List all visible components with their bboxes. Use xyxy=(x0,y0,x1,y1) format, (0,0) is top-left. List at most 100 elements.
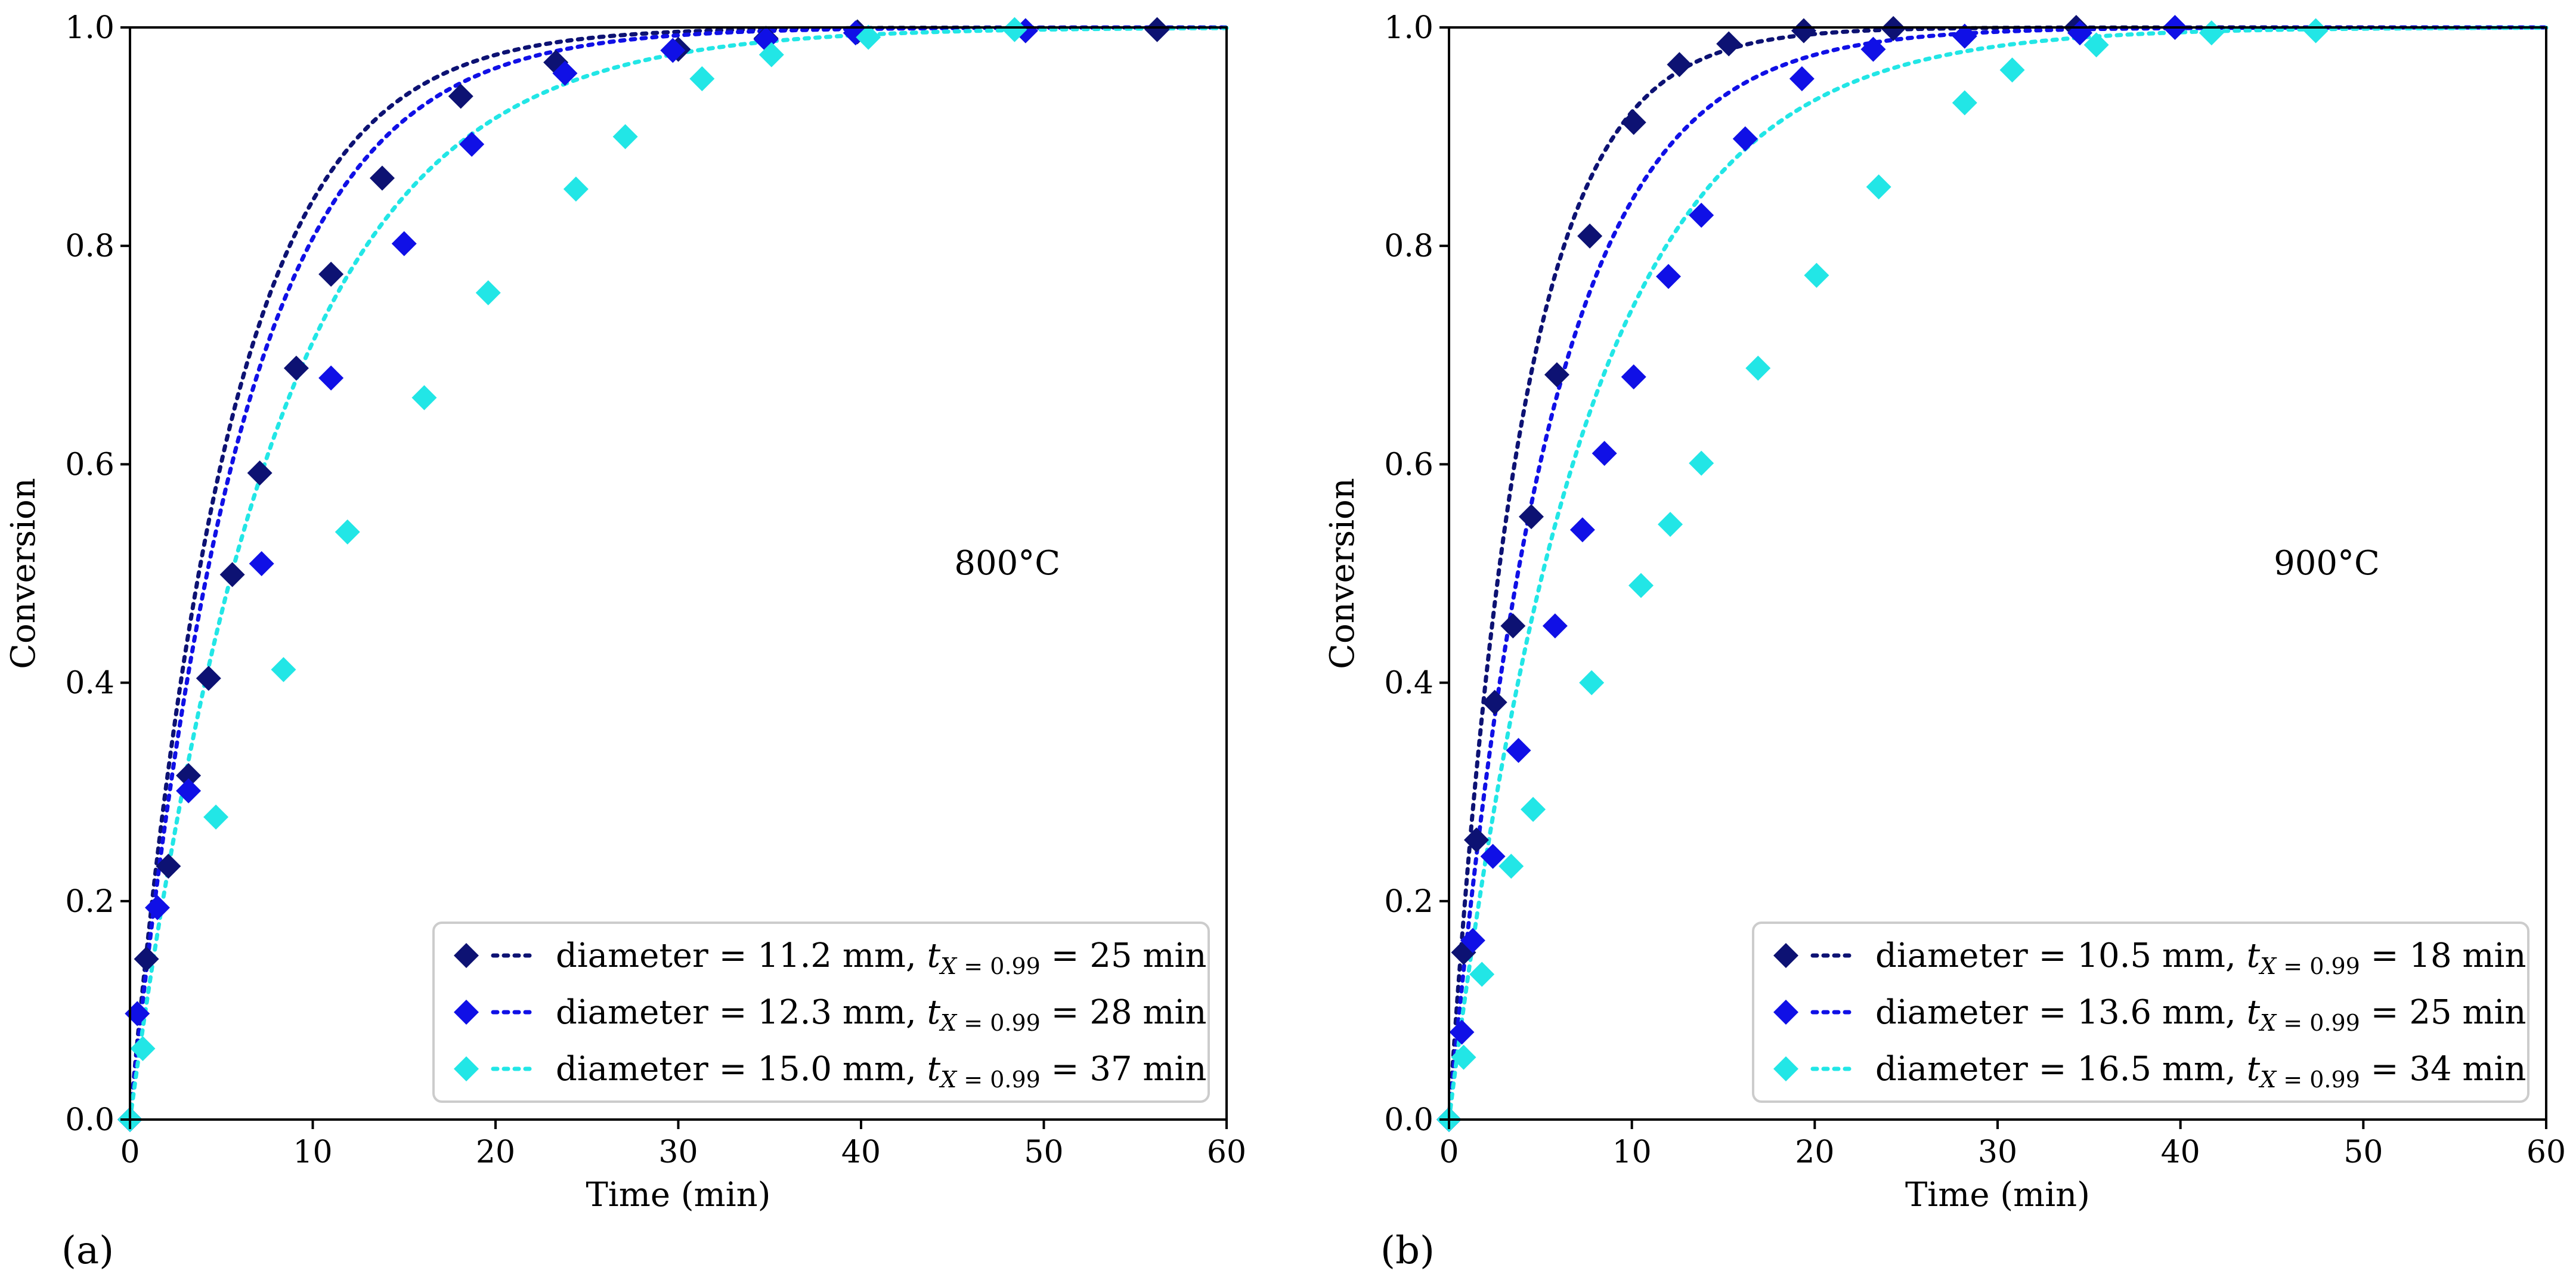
data-point-s3-7 xyxy=(475,280,501,305)
data-point-s3-14 xyxy=(1999,57,2025,83)
y-tick-label: 0.6 xyxy=(65,447,114,483)
y-tick-label: 0.8 xyxy=(65,228,114,264)
legend-item-3: diameter = 15.0 mm, tX = 0.99 = 37 min xyxy=(454,1050,1206,1093)
legend-label-prefix: diameter = 10.5 mm, xyxy=(1875,936,2247,975)
legend-label-t: t xyxy=(2247,936,2261,975)
legend-label-t: t xyxy=(2247,1050,2261,1089)
legend-label-suffix: = 18 min xyxy=(2360,936,2527,975)
legend-label-subscript: X = 0.99 xyxy=(939,953,1041,979)
legend-label-suffix: = 25 min xyxy=(2360,993,2527,1032)
x-tick-label: 40 xyxy=(2161,1134,2200,1170)
data-point-s2-14 xyxy=(1860,36,1886,62)
legend-marker xyxy=(454,943,479,968)
data-point-s3-9 xyxy=(612,124,638,150)
legend-box xyxy=(1752,922,2529,1103)
data-point-s2-2 xyxy=(125,1001,150,1027)
y-axis-label: Conversion xyxy=(4,478,43,669)
legend-label: diameter = 13.6 mm, tX = 0.99 = 25 min xyxy=(1875,993,2526,1036)
data-point-s1-4 xyxy=(176,763,202,789)
data-point-s3-9 xyxy=(1689,450,1714,476)
legend-label-subscript: X = 0.99 xyxy=(2258,953,2360,979)
data-point-s3-13 xyxy=(1002,17,1027,42)
data-point-s1-10 xyxy=(369,165,395,191)
data-point-s3-16 xyxy=(2199,20,2224,46)
data-point-s1-9 xyxy=(318,261,344,287)
data-point-s1-7 xyxy=(1544,362,1569,388)
legend-label-suffix: = 28 min xyxy=(1041,993,1207,1032)
data-point-s2-3 xyxy=(144,895,170,920)
legend-label-t: t xyxy=(927,993,941,1032)
data-point-s2-5 xyxy=(249,551,274,577)
legend-label-prefix: diameter = 12.3 mm, xyxy=(556,993,927,1032)
data-point-s2-13 xyxy=(1789,66,1815,92)
data-point-s1-6 xyxy=(1519,504,1544,530)
data-point-s1-17 xyxy=(1144,17,1170,42)
legend-item-1: diameter = 10.5 mm, tX = 0.99 = 18 min xyxy=(1773,936,2526,979)
y-tick-label: 0.6 xyxy=(1384,447,1433,483)
legend-label-prefix: diameter = 16.5 mm, xyxy=(1875,1050,2247,1089)
legend-marker xyxy=(454,1000,479,1025)
legend-label-t: t xyxy=(927,1050,941,1089)
x-tick-label: 60 xyxy=(1207,1134,1246,1170)
data-point-s1-11 xyxy=(1716,31,1742,57)
data-point-s1-6 xyxy=(219,562,245,588)
data-point-s1-9 xyxy=(1621,110,1646,135)
legend-label-t: t xyxy=(927,936,941,975)
data-point-s1-2 xyxy=(134,946,159,972)
panel-a-chart: 0 10 20 30 40 50 60 0.0 0.2 0.4 0.6 0.8 1.0 Time (min… xyxy=(4,10,1246,1273)
data-point-s3-12 xyxy=(856,24,881,50)
data-point-s2-2 xyxy=(1449,1019,1475,1045)
data-point-s3-6 xyxy=(1579,670,1605,695)
legend-marker xyxy=(1773,1000,1798,1025)
legend-label: diameter = 10.5 mm, tX = 0.99 = 18 min xyxy=(1875,936,2526,979)
data-point-s1-11 xyxy=(448,84,473,109)
data-point-s3-2 xyxy=(130,1035,156,1061)
legend-label-suffix: = 34 min xyxy=(2360,1050,2527,1089)
legend-item-2: diameter = 12.3 mm, tX = 0.99 = 28 min xyxy=(454,993,1206,1036)
data-point-s2-15 xyxy=(1952,23,1977,49)
data-point-s2-4 xyxy=(176,778,202,803)
y-tick-label: 0.4 xyxy=(65,666,114,701)
data-point-s1-4 xyxy=(1482,690,1507,715)
legend: diameter = 11.2 mm, tX = 0.99 = 25 min di… xyxy=(432,922,1210,1103)
data-point-s2-6 xyxy=(1542,613,1568,639)
data-point-s3-5 xyxy=(1521,796,1546,822)
data-point-s3-10 xyxy=(689,66,715,92)
data-point-s3-3 xyxy=(1469,961,1495,987)
legend-label-subscript: X = 0.99 xyxy=(939,1066,1041,1093)
legend-label: diameter = 15.0 mm, tX = 0.99 = 37 min xyxy=(556,1050,1206,1093)
data-point-s2-7 xyxy=(391,231,417,256)
temperature-annotation: 800°C xyxy=(954,544,1060,583)
legend-label-subscript: X = 0.99 xyxy=(2258,1010,2360,1036)
data-point-s3-13 xyxy=(1952,90,1977,116)
y-tick-label: 0.0 xyxy=(65,1102,114,1138)
legend-label: diameter = 16.5 mm, tX = 0.99 = 34 min xyxy=(1875,1050,2526,1093)
data-point-s2-8 xyxy=(1592,441,1617,466)
data-point-s1-5 xyxy=(1500,613,1526,639)
data-point-s3-11 xyxy=(1804,262,1829,288)
y-tick-label: 0.2 xyxy=(1384,884,1433,920)
data-point-s1-10 xyxy=(1667,52,1692,78)
x-axis-label: Time (min) xyxy=(1905,1176,2090,1214)
x-tick-label: 40 xyxy=(841,1134,881,1170)
data-point-s2-9 xyxy=(552,60,578,86)
y-tick-label: 1.0 xyxy=(1384,10,1433,46)
data-point-s1-12 xyxy=(1791,18,1816,44)
legend-label-subscript: X = 0.99 xyxy=(939,1010,1041,1036)
data-point-s3-8 xyxy=(563,176,589,202)
x-tick-label: 30 xyxy=(658,1134,698,1170)
data-point-s2-10 xyxy=(660,38,686,63)
data-point-s3-8 xyxy=(1658,512,1683,537)
legend-label: diameter = 11.2 mm, tX = 0.99 = 25 min xyxy=(556,936,1206,979)
data-point-s3-6 xyxy=(411,385,437,410)
legend-marker xyxy=(1773,1056,1798,1081)
legend-label-suffix: = 37 min xyxy=(1041,1050,1207,1089)
data-point-s1-8 xyxy=(283,355,309,381)
x-tick-label: 0 xyxy=(120,1134,140,1170)
y-tick-label: 0.4 xyxy=(1384,666,1433,701)
data-point-s2-10 xyxy=(1656,264,1681,289)
data-point-s3-7 xyxy=(1628,573,1654,598)
legend-item-3: diameter = 16.5 mm, tX = 0.99 = 34 min xyxy=(1773,1050,2526,1093)
x-tick-label: 20 xyxy=(1795,1134,1834,1170)
